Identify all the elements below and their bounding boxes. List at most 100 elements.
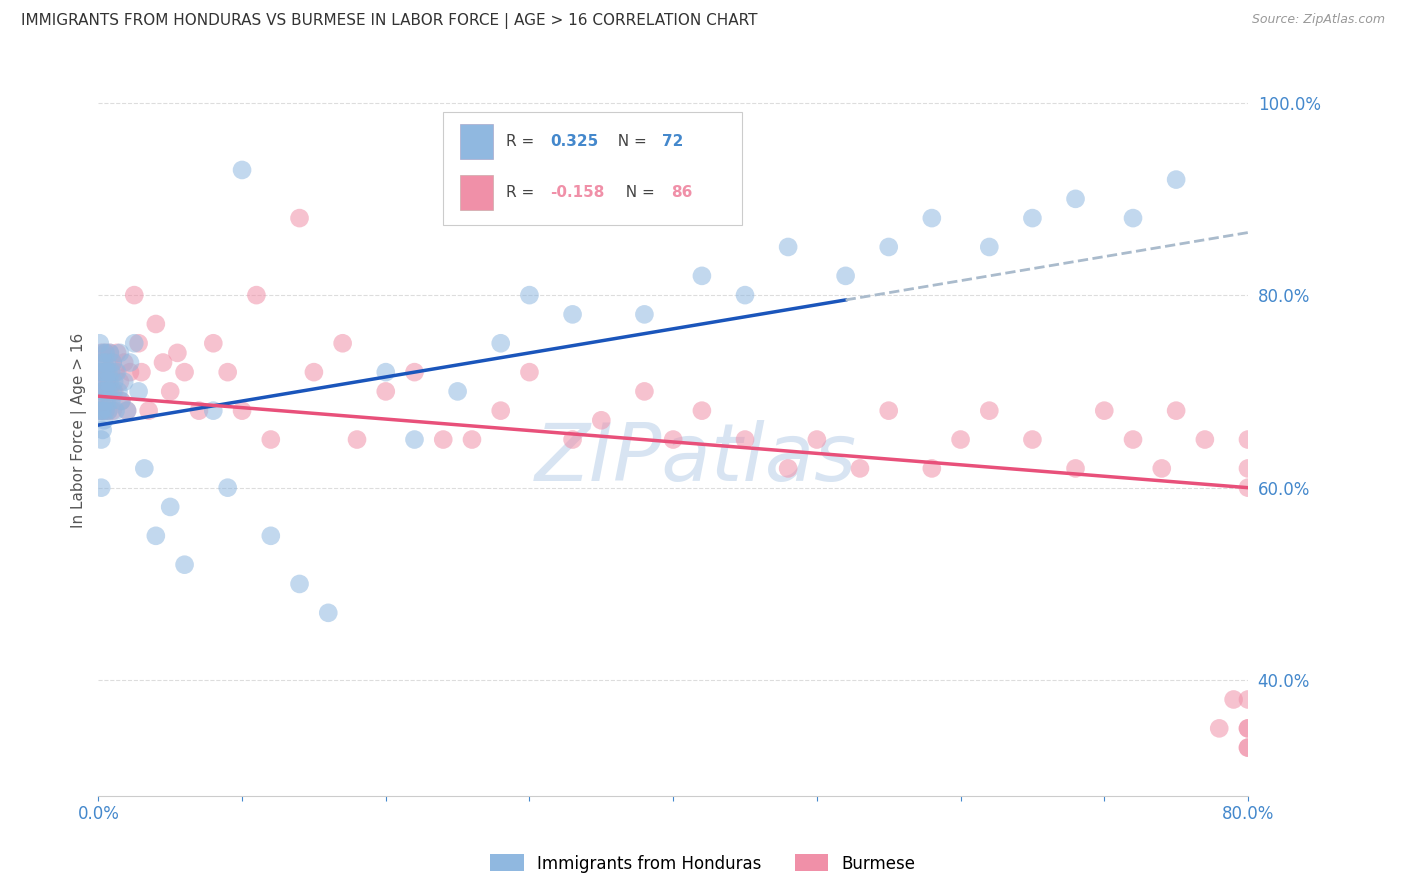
Point [877, 240, 900, 254]
Point [101, 355, 124, 369]
Point [734, 288, 756, 302]
Point [288, 577, 311, 591]
Point [89, 336, 111, 351]
Point [1150, 461, 1173, 475]
Point [128, 336, 150, 351]
Point [134, 461, 156, 475]
Point [104, 403, 127, 417]
Text: ZIPatlas: ZIPatlas [536, 420, 858, 498]
Point [91, 384, 114, 399]
Point [1166, 172, 1188, 186]
Point [94, 346, 117, 360]
Point [1237, 692, 1260, 706]
Point [979, 403, 1001, 417]
Point [1237, 481, 1260, 495]
Point [1237, 740, 1260, 755]
Point [91, 365, 114, 379]
Point [101, 355, 124, 369]
Point [90, 433, 112, 447]
Point [89, 403, 111, 417]
Point [91, 403, 114, 417]
Point [332, 336, 354, 351]
Text: N =: N = [607, 134, 651, 149]
Text: Source: ZipAtlas.com: Source: ZipAtlas.com [1251, 13, 1385, 27]
Point [98, 375, 121, 389]
Point [90, 355, 112, 369]
Point [260, 433, 283, 447]
Point [131, 365, 153, 379]
Point [288, 211, 311, 226]
Point [101, 403, 124, 417]
Point [93, 394, 115, 409]
Text: R =: R = [506, 134, 540, 149]
Point [217, 365, 239, 379]
Point [1021, 433, 1043, 447]
Point [98, 346, 121, 360]
Point [489, 403, 512, 417]
Legend: Immigrants from Honduras, Burmese: Immigrants from Honduras, Burmese [484, 847, 922, 880]
Point [97, 403, 120, 417]
Point [94, 403, 117, 417]
Point [97, 365, 120, 379]
Point [97, 375, 120, 389]
Point [103, 384, 125, 399]
Point [316, 606, 339, 620]
Point [979, 240, 1001, 254]
Point [90, 346, 112, 360]
Point [108, 346, 131, 360]
Point [112, 375, 135, 389]
Point [202, 403, 225, 417]
Point [93, 375, 115, 389]
Point [446, 384, 468, 399]
Point [173, 558, 195, 572]
Point [145, 317, 167, 331]
Point [89, 403, 111, 417]
Point [633, 307, 655, 321]
Point [1194, 433, 1216, 447]
Y-axis label: In Labor Force | Age > 16: In Labor Force | Age > 16 [72, 333, 87, 527]
Point [877, 403, 900, 417]
Point [103, 375, 125, 389]
Point [105, 365, 128, 379]
Point [1222, 692, 1244, 706]
Point [115, 403, 138, 417]
Point [110, 394, 132, 409]
Point [1166, 403, 1188, 417]
Point [1064, 192, 1087, 206]
Point [90, 403, 112, 417]
Point [949, 433, 972, 447]
Point [1122, 211, 1144, 226]
Point [1237, 461, 1260, 475]
Point [90, 403, 112, 417]
Text: IMMIGRANTS FROM HONDURAS VS BURMESE IN LABOR FORCE | AGE > 16 CORRELATION CHART: IMMIGRANTS FROM HONDURAS VS BURMESE IN L… [21, 13, 758, 29]
Point [98, 346, 121, 360]
Point [89, 365, 111, 379]
Point [94, 403, 117, 417]
Point [118, 355, 141, 369]
Point [97, 403, 120, 417]
Point [1237, 722, 1260, 736]
Point [404, 365, 426, 379]
Point [489, 336, 512, 351]
Point [1208, 722, 1230, 736]
Point [93, 413, 115, 427]
Point [849, 461, 872, 475]
Point [108, 375, 131, 389]
Text: N =: N = [616, 186, 659, 201]
Point [115, 403, 138, 417]
Text: 72: 72 [662, 134, 683, 149]
Point [561, 433, 583, 447]
Point [159, 500, 181, 514]
Point [110, 394, 132, 409]
Point [97, 384, 120, 399]
Point [152, 355, 174, 369]
Point [217, 481, 239, 495]
Point [633, 384, 655, 399]
Point [374, 365, 396, 379]
Point [94, 384, 117, 399]
FancyBboxPatch shape [443, 112, 742, 225]
Point [128, 384, 150, 399]
Point [94, 346, 117, 360]
Point [662, 433, 685, 447]
Point [374, 384, 396, 399]
